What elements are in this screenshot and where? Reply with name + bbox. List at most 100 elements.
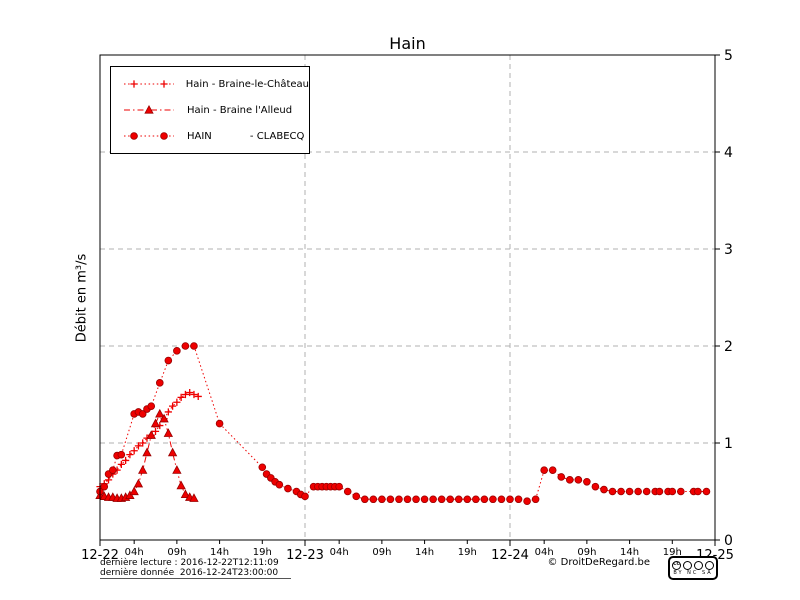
- circle-marker-icon: [117, 450, 126, 459]
- triangle-marker-icon: [146, 430, 156, 439]
- circle-marker-icon: [540, 466, 548, 474]
- x-minor-tick-label: 04h: [330, 547, 349, 558]
- circle-marker-icon: [173, 347, 181, 355]
- legend: Hain - Braine-le-Château Hain - Braine l…: [110, 66, 310, 154]
- circle-marker-icon: [275, 480, 284, 489]
- circle-marker-icon: [100, 482, 109, 491]
- circle-marker-icon: [164, 356, 173, 365]
- circle-marker-icon: [378, 495, 386, 504]
- circle-marker-icon: [677, 487, 685, 496]
- copyright-text: © DroitDeRegard.be: [547, 557, 650, 568]
- x-major-tick-label: 12-24: [491, 548, 529, 563]
- circle-marker-icon: [138, 410, 147, 418]
- circle-marker-icon: [386, 495, 395, 504]
- circle-marker-icon: [514, 495, 523, 504]
- triangle-marker-icon: [163, 428, 174, 437]
- legend-item-braine-le-chateau: Hain - Braine-le-Château: [111, 72, 309, 96]
- x-minor-tick-label: 04h: [125, 547, 144, 558]
- circle-marker-icon: [181, 342, 190, 350]
- y-tick-label: 0: [724, 533, 733, 549]
- circle-marker-icon: [617, 487, 625, 496]
- circle-marker-icon: [109, 466, 117, 474]
- triangle-marker-icon: [142, 447, 152, 457]
- circle-marker-icon: [446, 495, 455, 504]
- circle-marker-icon: [702, 487, 711, 496]
- cc-sa-icon: [705, 560, 714, 570]
- circle-marker-icon: [403, 495, 412, 504]
- plus-marker-icon: [186, 388, 194, 397]
- circle-marker-icon: [497, 495, 506, 504]
- triangle-marker-icon: [133, 478, 144, 488]
- legend-sample-triangle-icon: [124, 104, 174, 114]
- circle-marker-icon: [655, 487, 664, 496]
- circle-marker-icon: [155, 379, 164, 387]
- legend-label: Hain - Braine l'Alleud: [187, 104, 293, 116]
- plus-marker-icon: [181, 390, 190, 399]
- circle-marker-icon: [557, 473, 566, 481]
- x-minor-tick-label: 14h: [620, 547, 639, 558]
- plus-marker-icon: [126, 451, 134, 459]
- circle-marker-icon: [454, 495, 463, 504]
- cc-logo-icon: CC: [672, 560, 681, 570]
- circle-marker-icon: [548, 466, 557, 474]
- y-tick-label: 3: [724, 242, 733, 258]
- circle-marker-icon: [160, 132, 168, 140]
- circle-marker-icon: [301, 492, 309, 501]
- plus-marker-icon: [173, 398, 181, 406]
- circle-marker-icon: [369, 495, 378, 504]
- x-minor-tick-label: 14h: [210, 547, 229, 558]
- circle-marker-icon: [284, 484, 292, 493]
- cc-icon-row: CC: [672, 560, 714, 570]
- circle-marker-icon: [147, 402, 156, 410]
- footer-last-data: dernière donnée 2016-12-24T23:00:00: [100, 568, 279, 578]
- plus-marker-icon: [190, 390, 198, 399]
- legend-sample-plus-icon: [124, 80, 174, 88]
- footer-rule: [100, 578, 291, 579]
- plus-marker-icon: [151, 427, 160, 435]
- circle-marker-icon: [600, 485, 608, 494]
- series-line-2: [99, 345, 707, 502]
- circle-marker-icon: [668, 487, 677, 496]
- triangle-marker-icon: [180, 489, 191, 499]
- x-minor-tick-label: 14h: [415, 547, 434, 558]
- x-minor-tick-label: 09h: [372, 547, 391, 558]
- plus-marker-icon: [160, 80, 168, 88]
- circle-marker-icon: [335, 482, 343, 491]
- triangle-marker-icon: [176, 480, 186, 490]
- circle-marker-icon: [412, 495, 420, 504]
- circle-marker-icon: [591, 482, 600, 491]
- y-tick-label: 2: [724, 339, 733, 355]
- circle-marker-icon: [565, 476, 574, 484]
- circle-marker-icon: [130, 132, 138, 140]
- circle-marker-icon: [642, 487, 651, 496]
- circle-marker-icon: [360, 495, 369, 504]
- x-minor-tick-label: 19h: [663, 547, 682, 558]
- circle-marker-icon: [429, 495, 437, 504]
- legend-sample-circle-icon: [124, 132, 174, 140]
- circle-marker-icon: [352, 492, 361, 501]
- y-tick-label: 1: [724, 436, 733, 452]
- circle-marker-icon: [625, 487, 634, 496]
- circle-marker-icon: [583, 477, 591, 486]
- circle-marker-icon: [531, 495, 540, 504]
- x-minor-tick-label: 19h: [458, 547, 477, 558]
- legend-label: Hain - Braine-le-Château: [185, 78, 309, 90]
- circle-marker-icon: [523, 497, 531, 506]
- plus-marker-icon: [177, 393, 185, 402]
- circle-marker-icon: [506, 495, 514, 504]
- legend-label: HAIN - CLABECQ: [187, 130, 305, 142]
- circle-marker-icon: [480, 495, 489, 504]
- circle-marker-icon: [489, 495, 497, 504]
- triangle-marker-icon: [138, 465, 148, 474]
- chart-title: Hain: [389, 34, 426, 53]
- y-tick-label: 5: [724, 48, 733, 64]
- circle-marker-icon: [258, 463, 267, 472]
- triangle-marker-icon: [167, 447, 178, 457]
- triangle-marker-icon: [144, 104, 154, 114]
- circle-marker-icon: [472, 495, 480, 504]
- triangle-marker-icon: [189, 493, 199, 502]
- triangle-marker-icon: [150, 418, 161, 428]
- plus-marker-icon: [139, 439, 147, 447]
- legend-item-clabecq: HAIN - CLABECQ: [111, 124, 309, 148]
